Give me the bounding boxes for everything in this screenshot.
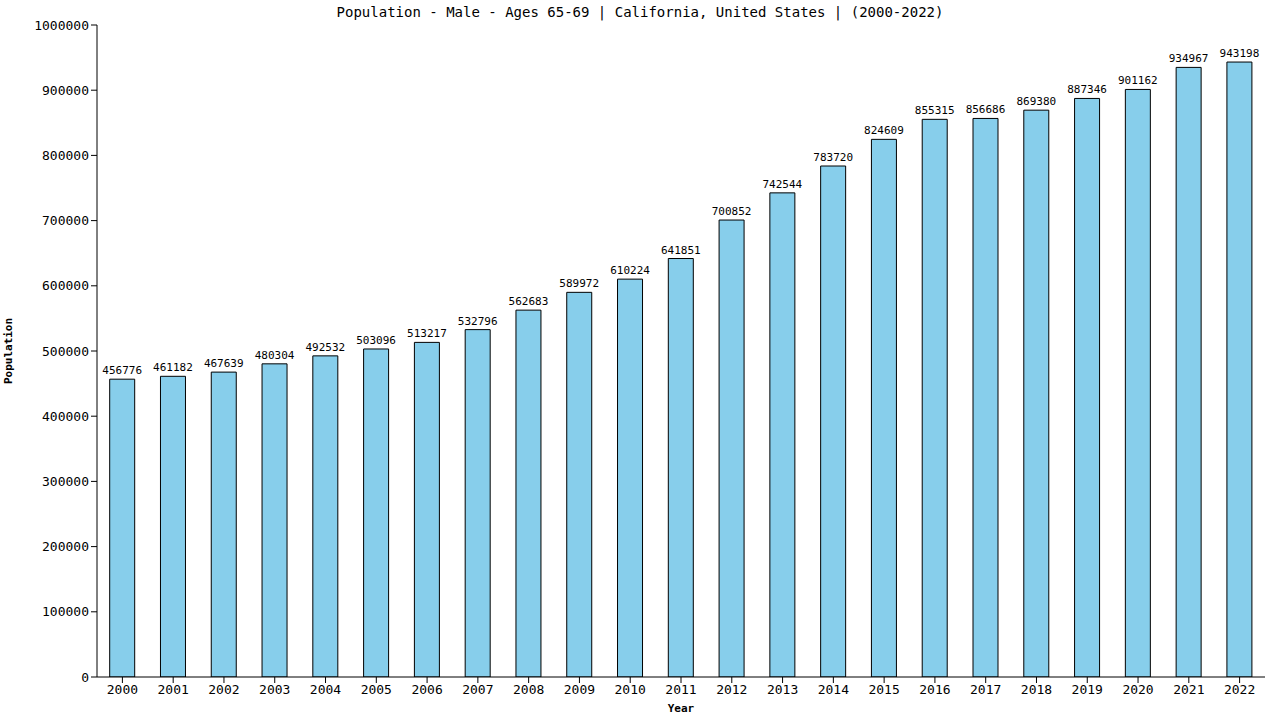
svg-text:800000: 800000 — [42, 148, 89, 163]
svg-text:2016: 2016 — [919, 682, 950, 697]
svg-text:700000: 700000 — [42, 213, 89, 228]
svg-text:2020: 2020 — [1122, 682, 1153, 697]
svg-text:901162: 901162 — [1118, 74, 1158, 87]
svg-text:0: 0 — [81, 670, 89, 685]
svg-text:610224: 610224 — [610, 264, 650, 277]
svg-text:856686: 856686 — [966, 103, 1006, 116]
svg-text:492532: 492532 — [305, 341, 345, 354]
svg-text:2008: 2008 — [513, 682, 544, 697]
svg-text:887346: 887346 — [1067, 83, 1107, 96]
svg-text:2002: 2002 — [208, 682, 239, 697]
svg-text:2006: 2006 — [411, 682, 442, 697]
svg-text:700852: 700852 — [712, 205, 752, 218]
svg-text:869380: 869380 — [1016, 95, 1056, 108]
svg-text:2011: 2011 — [665, 682, 696, 697]
svg-text:2022: 2022 — [1224, 682, 1255, 697]
svg-text:2009: 2009 — [564, 682, 595, 697]
html-text:Population - Male - Ages 65-69: Population - Male - Ages 65-69 | Califor… — [336, 4, 944, 20]
svg-text:503096: 503096 — [356, 334, 396, 347]
svg-text:934967: 934967 — [1169, 52, 1209, 65]
svg-text:Population: Population — [8, 318, 15, 384]
svg-text:480304: 480304 — [255, 349, 295, 362]
svg-text:2013: 2013 — [767, 682, 798, 697]
svg-text:641851: 641851 — [661, 244, 701, 257]
svg-text:200000: 200000 — [42, 539, 89, 554]
svg-text:2017: 2017 — [970, 682, 1001, 697]
svg-text:Year: Year — [668, 702, 695, 715]
svg-text:461182: 461182 — [153, 361, 193, 374]
svg-text:300000: 300000 — [42, 474, 89, 489]
svg-text:2015: 2015 — [868, 682, 899, 697]
svg-text:2000: 2000 — [107, 682, 138, 697]
svg-text:467639: 467639 — [204, 357, 244, 370]
svg-text:456776: 456776 — [102, 364, 142, 377]
svg-text:2014: 2014 — [818, 682, 849, 697]
svg-text:1000000: 1000000 — [34, 18, 89, 33]
svg-text:532796: 532796 — [458, 315, 498, 328]
svg-text:943198: 943198 — [1220, 47, 1260, 60]
svg-text:900000: 900000 — [42, 83, 89, 98]
svg-text:2007: 2007 — [462, 682, 493, 697]
svg-text:2019: 2019 — [1072, 682, 1103, 697]
svg-text:2005: 2005 — [361, 682, 392, 697]
svg-text:783720: 783720 — [813, 151, 853, 164]
svg-text:600000: 600000 — [42, 278, 89, 293]
svg-text:824609: 824609 — [864, 124, 904, 137]
svg-text:513217: 513217 — [407, 327, 447, 340]
svg-text:562683: 562683 — [509, 295, 549, 308]
svg-text:2018: 2018 — [1021, 682, 1052, 697]
svg-text:855315: 855315 — [915, 104, 955, 117]
svg-text:400000: 400000 — [42, 409, 89, 424]
svg-text:2004: 2004 — [310, 682, 341, 697]
svg-text:2003: 2003 — [259, 682, 290, 697]
svg-text:742544: 742544 — [762, 178, 802, 191]
svg-text:2012: 2012 — [716, 682, 747, 697]
svg-text:100000: 100000 — [42, 604, 89, 619]
svg-text:500000: 500000 — [42, 344, 89, 359]
svg-text:2021: 2021 — [1173, 682, 1204, 697]
svg-text:2010: 2010 — [615, 682, 646, 697]
svg-text:2001: 2001 — [158, 682, 189, 697]
svg-text:589972: 589972 — [559, 277, 599, 290]
